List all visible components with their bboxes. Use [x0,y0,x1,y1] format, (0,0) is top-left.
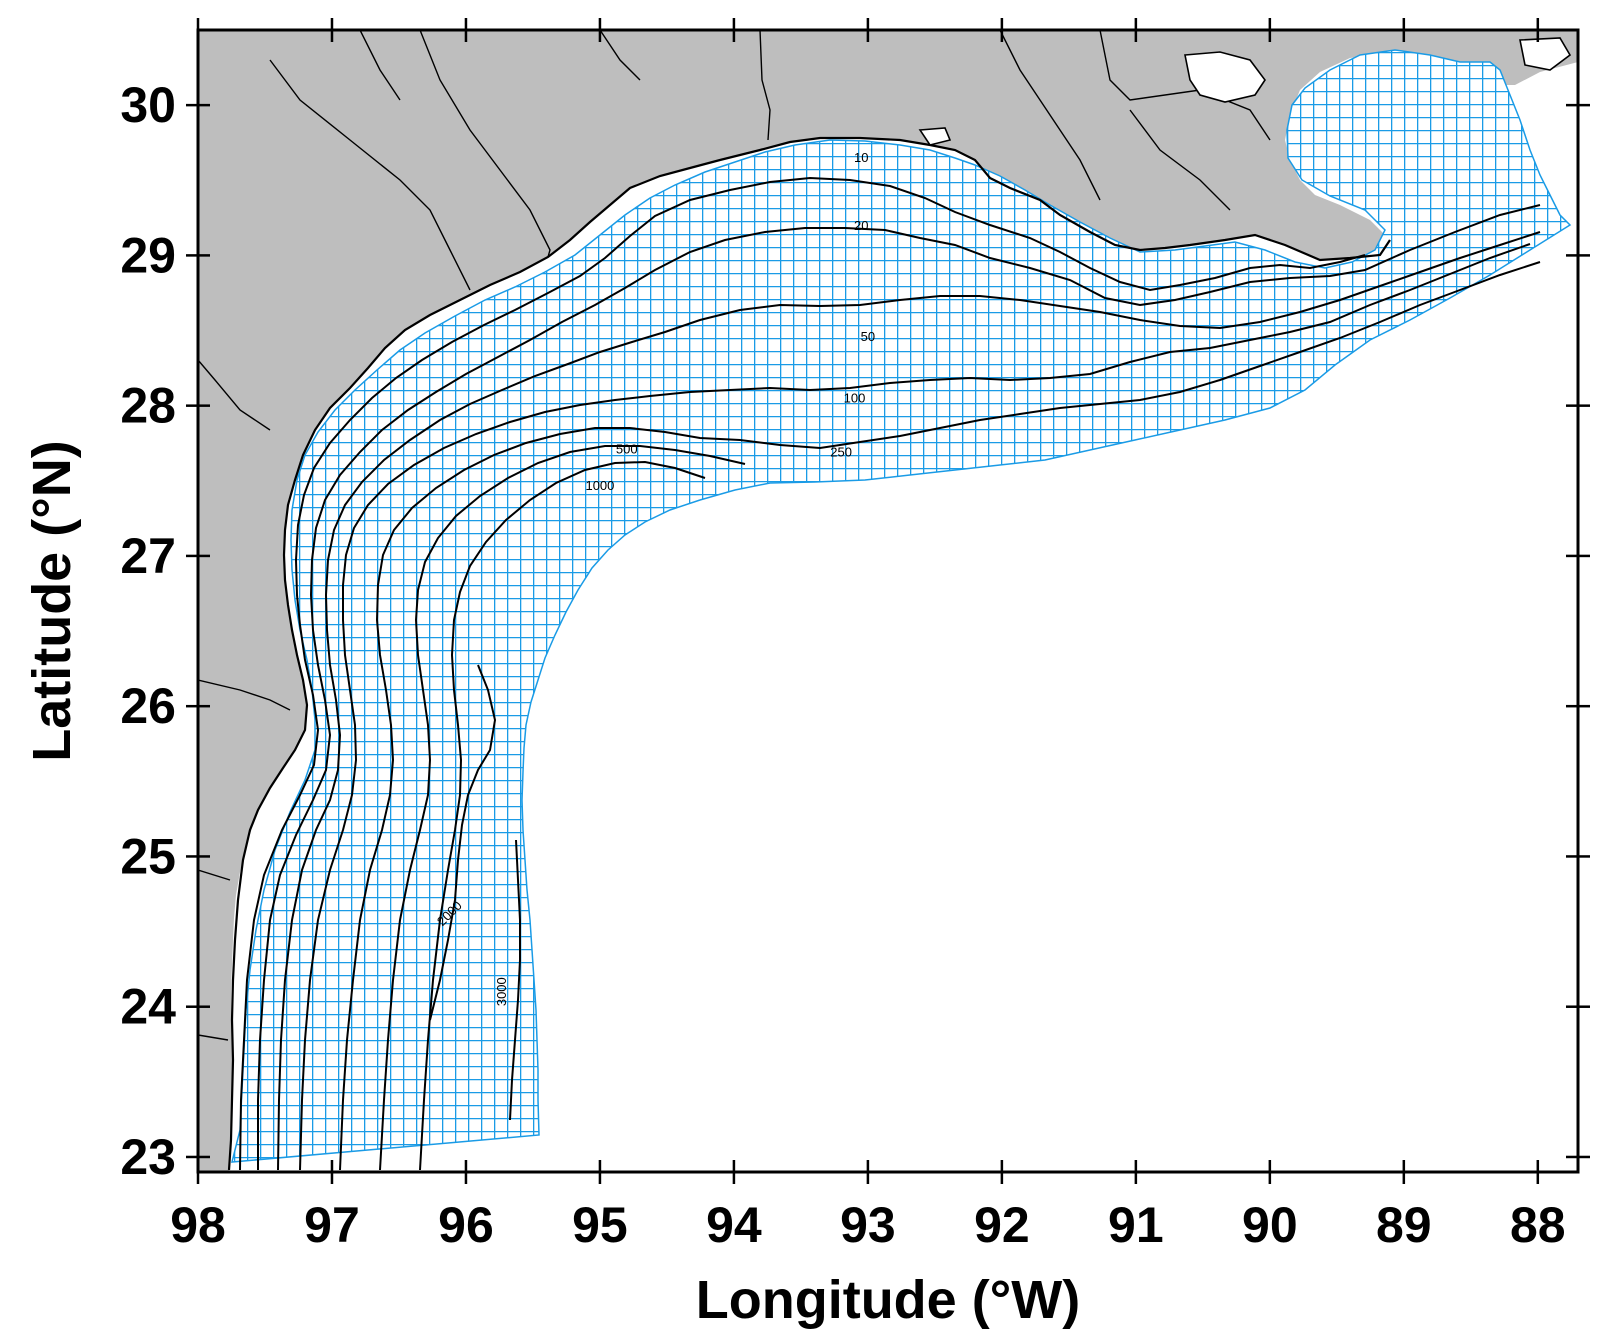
y-axis-title: Latitude (°N) [22,440,82,762]
contour-100 [299,243,1531,1171]
contour-20 [257,204,1541,1170]
contour-50 [277,231,1541,1171]
x-tick-label: 96 [438,1197,494,1253]
x-tick-label: 91 [1108,1197,1164,1253]
x-axis: 98 97 96 95 94 93 92 91 90 89 88 [170,18,1566,1253]
contour-3000 [509,839,521,1121]
x-tick-label: 97 [304,1197,360,1253]
contour-10 [239,176,1366,1171]
y-tick-label: 23 [120,1129,176,1185]
x-tick-label: 89 [1376,1197,1432,1253]
contour-label: 1000 [585,478,614,493]
contour-label: 3000 [494,977,509,1006]
y-tick-label: 24 [120,979,176,1035]
y-tick-label: 26 [120,678,176,734]
lakes [918,37,1572,146]
x-tick-label: 93 [840,1197,896,1253]
contour-2000 [429,664,497,1021]
rivers-and-boundaries [198,30,1271,1041]
y-axis: 30 29 28 27 26 25 24 23 [120,77,1590,1185]
x-tick-label: 98 [170,1197,226,1253]
x-tick-label: 88 [1510,1197,1566,1253]
contour-label: 250 [830,445,852,460]
contour-label: 20 [854,218,868,233]
x-tick-label: 95 [572,1197,628,1253]
x-tick-label: 90 [1242,1197,1298,1253]
x-axis-title: Longitude (°W) [696,1270,1080,1330]
coastline [227,136,1391,1171]
contour-label: 50 [861,329,875,344]
contour-1000 [419,460,706,1171]
y-tick-label: 30 [120,77,176,133]
land-area [198,30,1578,1172]
y-tick-label: 27 [120,528,176,584]
contour-500 [379,445,746,1171]
isobath-contours [239,176,1541,1171]
contour-label: 500 [616,442,638,457]
contour-250 [339,261,1541,1171]
y-tick-label: 25 [120,828,176,884]
contour-label: 10 [854,150,868,165]
x-tick-label: 94 [706,1197,762,1253]
contour-label: 100 [844,391,866,406]
y-tick-label: 28 [120,378,176,434]
model-grid [231,49,1572,1163]
y-tick-label: 29 [120,227,176,283]
map-border [196,28,1580,1174]
x-tick-label: 92 [974,1197,1030,1253]
